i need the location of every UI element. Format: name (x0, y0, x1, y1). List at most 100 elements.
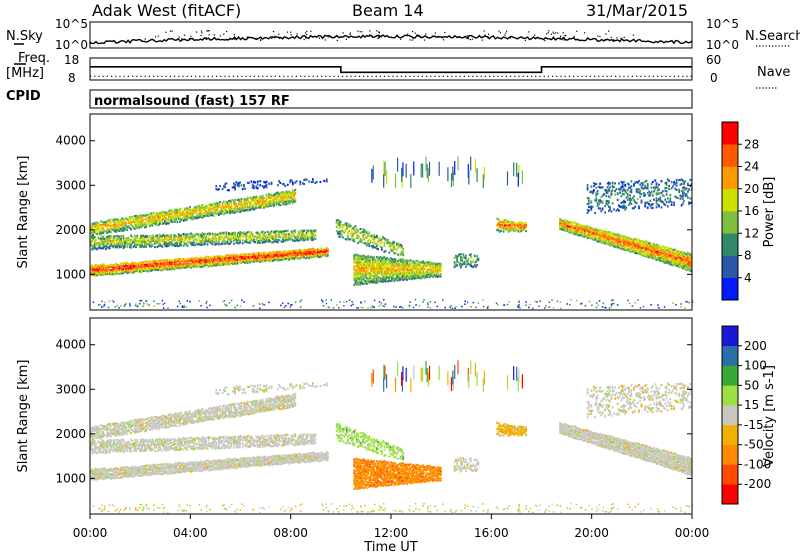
power-echo-cell (460, 266, 462, 268)
power-echo-cell (123, 235, 125, 237)
power-echo-cell (609, 206, 611, 208)
power-echo-cell (110, 221, 112, 223)
search-noise-point (504, 35, 505, 36)
power-echo-cell (460, 256, 462, 258)
power-echo-cell (109, 247, 111, 249)
power-echo-cell (599, 208, 601, 210)
search-noise-point (158, 36, 159, 37)
power-echo-cell (239, 238, 241, 240)
power-echo-cell (651, 187, 653, 189)
power-echo-cell (234, 232, 236, 234)
search-noise-point (234, 38, 235, 39)
search-noise-point (606, 34, 607, 35)
power-echo-cell (465, 255, 467, 257)
power-echo-cell (293, 234, 295, 236)
search-noise-point (227, 40, 228, 41)
power-echo-cell (656, 182, 658, 184)
power-echo-cell (606, 195, 608, 197)
power-echo-cell (600, 210, 602, 212)
power-echo-cell (279, 236, 281, 238)
power-echo-cell (242, 239, 244, 241)
power-echo-cell (148, 239, 150, 241)
power-echo-cell (263, 197, 265, 199)
search-noise-point (576, 31, 577, 32)
power-echo-cell (125, 222, 127, 224)
power-echo-cell (464, 261, 466, 263)
frequency-panel: Freq. [MHz] 18 8 60 0 Nave (6, 51, 790, 88)
power-echo-cell (108, 243, 110, 245)
power-echo-cell (656, 197, 658, 199)
search-noise-point (290, 32, 291, 33)
power-echo-cell (93, 234, 95, 236)
power-echo-cell (627, 189, 629, 191)
power-echo-cell (624, 184, 626, 186)
power-echo-cell (623, 193, 625, 195)
power-echo-cell (157, 234, 159, 236)
power-echo-cell (222, 243, 224, 245)
power-echo-cell (638, 180, 640, 182)
freq-label-line2: [MHz] (6, 66, 44, 81)
power-echo-cell (233, 243, 235, 245)
power-echo-cell (189, 206, 191, 208)
power-echo-cell (355, 225, 357, 227)
power-echo-cell (370, 272, 372, 274)
search-noise-point (435, 32, 436, 33)
power-echo-cell (644, 185, 646, 187)
power-echo-cell (401, 245, 403, 247)
power-echo-cell (236, 203, 238, 205)
power-echo-cell (478, 258, 480, 260)
power-echo-cell (602, 186, 604, 188)
power-echo-cell (381, 238, 383, 240)
power-echo-cell (602, 200, 604, 202)
power-echo-cell (177, 242, 179, 244)
power-echo-cell (129, 241, 131, 243)
power-echo-cell (239, 241, 241, 243)
power-echo-cell (238, 199, 240, 201)
power-echo-cell (212, 243, 214, 245)
power-echo-cell (440, 268, 442, 270)
search-noise-point (255, 38, 256, 39)
power-echo-cell (379, 237, 381, 239)
power-echo-cell (641, 200, 643, 202)
power-echo-cell (357, 275, 359, 277)
power-echo-cell (223, 238, 225, 240)
search-noise-point (214, 34, 215, 35)
power-echo-cell (454, 257, 456, 259)
search-noise-point (528, 31, 529, 32)
power-echo-cell (293, 195, 295, 197)
power-echo-cell (595, 187, 597, 189)
power-echo-cell (357, 231, 359, 233)
search-noise-point (444, 32, 445, 33)
power-echo-cell (126, 229, 128, 231)
power-echo-cell (187, 233, 189, 235)
search-noise-point (208, 30, 209, 31)
search-noise-point (413, 38, 414, 39)
power-echo-cell (370, 240, 372, 242)
search-noise-point (608, 31, 609, 32)
search-noise-point (599, 36, 600, 37)
power-echo-cell (266, 198, 268, 200)
power-echo-cell (440, 275, 442, 277)
search-noise-point (172, 31, 173, 32)
search-noise-point (418, 36, 419, 37)
power-echo-cell (664, 199, 666, 201)
power-echo-cell (307, 230, 309, 232)
search-noise-point (206, 37, 207, 38)
power-echo-cell (644, 194, 646, 196)
power-echo-cell (170, 234, 172, 236)
search-noise-point (337, 40, 338, 41)
power-echo-cell (247, 203, 249, 205)
power-echo-cell (525, 230, 527, 232)
power-echo-cell (609, 183, 611, 185)
power-echo-cell (353, 240, 355, 242)
power-echo-cell (294, 198, 296, 200)
search-noise-point (525, 40, 526, 41)
power-echo-cell (131, 216, 133, 218)
power-echo-cell (476, 255, 478, 257)
power-echo-cell (218, 241, 220, 243)
power-echo-cell (131, 236, 133, 238)
power-echo-cell (588, 200, 590, 202)
search-noise-point (597, 35, 598, 36)
search-noise-point (349, 34, 350, 35)
search-noise-point (369, 34, 370, 35)
